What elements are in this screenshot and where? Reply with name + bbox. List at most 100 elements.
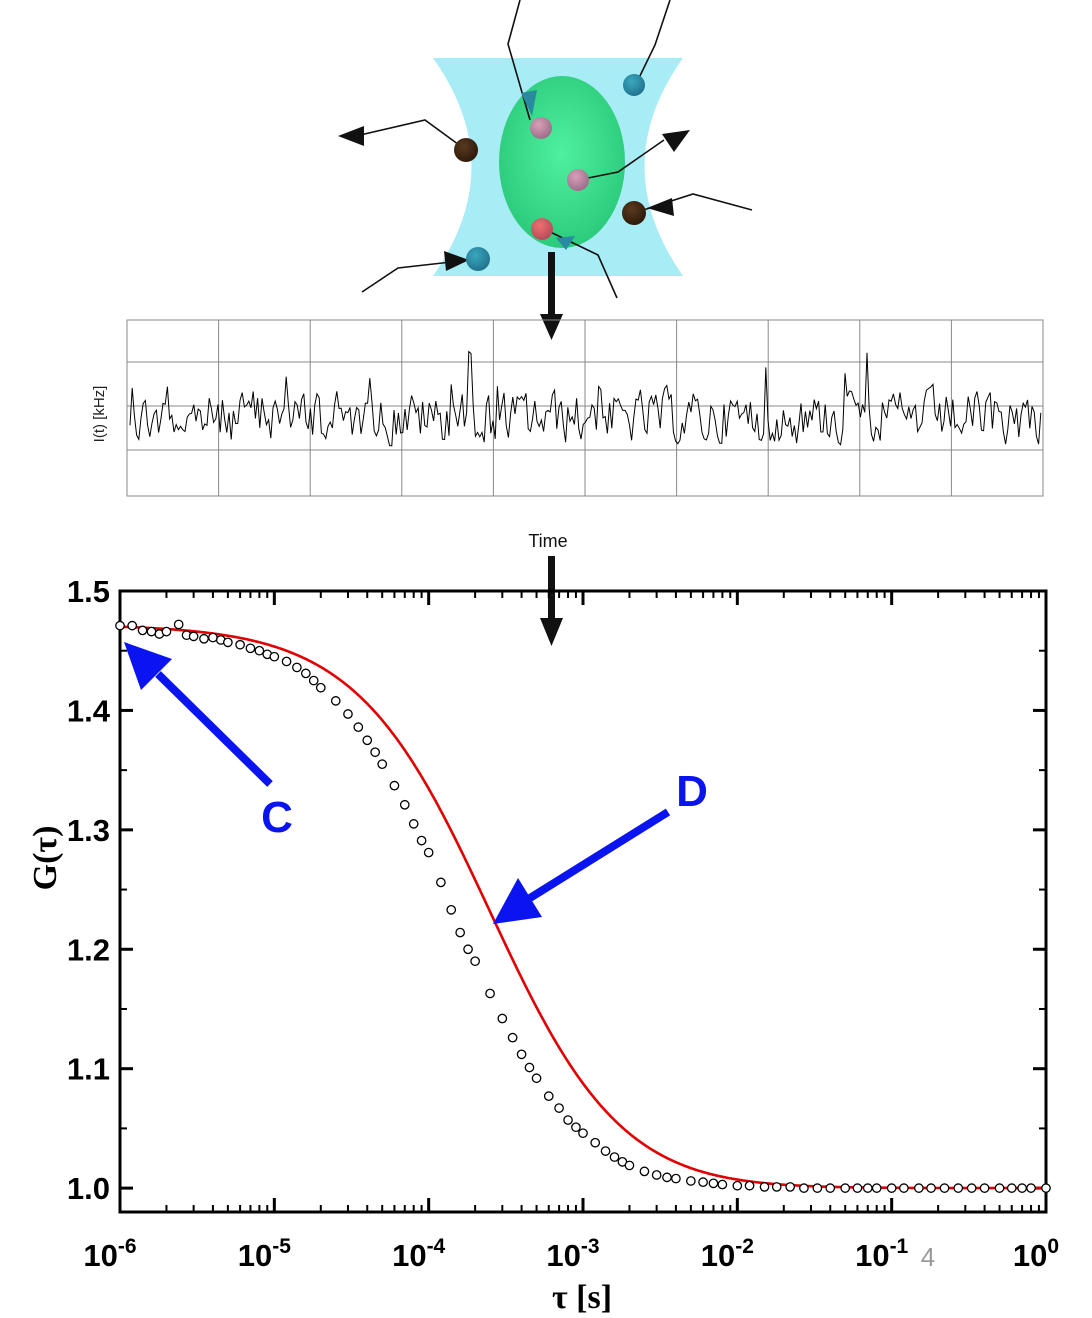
data-point [785,1182,796,1192]
data-point [609,1152,620,1162]
data-point [223,637,233,648]
data-point [423,847,434,858]
data-point [913,1183,924,1193]
data-point [362,735,373,746]
data-point [300,668,311,679]
correlation-chart: 1.01.11.21.31.41.5 10-6 10-5 10-4 10-3 10-2 1… [27,574,1059,1316]
particles [454,74,646,271]
data-point [651,1170,662,1180]
data-point [235,639,245,650]
y-tick-label: 1.3 [67,813,110,848]
data-point [886,1183,897,1193]
annotation-d-label: D [676,767,708,816]
data-point [254,645,265,656]
data-point [389,780,400,791]
data-point [840,1183,851,1193]
data-point [771,1182,782,1192]
data-point [759,1182,770,1192]
intensity-trace [129,350,1042,447]
data-point [939,1183,950,1193]
data-points [115,619,1051,1193]
data-point [208,632,218,643]
particle [622,201,646,225]
page-number: 4 [921,1242,935,1272]
data-point [137,625,148,636]
data-point [446,905,457,915]
trace-grid [126,319,1044,497]
particle [454,138,478,162]
data-point [994,1183,1005,1193]
arrowhead-left-icon [647,198,674,216]
data-point [516,1049,527,1060]
data-point [1017,1183,1027,1193]
data-point [744,1180,755,1191]
data-point [563,1115,573,1125]
data-point [199,633,209,644]
x-tick-labels: 10-6 10-5 10-4 10-3 10-2 10-1 100 [83,1235,1059,1273]
particle [466,247,490,271]
annotation-c: C [124,642,293,842]
x-tick-label: 10-3 [546,1235,599,1273]
data-point [115,620,125,631]
data-point [497,1013,508,1024]
annotation-arrow-icon [493,878,542,924]
data-point [600,1146,611,1156]
y-tick-label: 1.0 [67,1171,110,1206]
data-point [571,1122,581,1133]
data-point [799,1183,809,1193]
data-point [308,675,319,686]
particle [567,169,589,191]
arrowhead-left-icon [338,126,364,146]
annotation-d: D [493,767,708,924]
data-point [353,722,364,732]
major-ticks [118,589,1048,1212]
data-point [531,1073,542,1084]
particle [623,74,645,96]
data-point [146,626,157,637]
y-axis-label: G(τ) [27,826,64,891]
data-point [578,1128,588,1139]
x-tick-label: 10-6 [83,1235,136,1273]
trace-ylabel: I(t) [kHz] [91,386,108,443]
x-tick-label: 10-1 [855,1235,908,1273]
data-point [662,1172,672,1183]
data-point [825,1183,836,1193]
plot-frame [118,589,1048,1214]
data-point [717,1179,728,1190]
data-point [507,1032,518,1043]
y-tick-label: 1.5 [67,574,110,609]
data-point [862,1183,873,1193]
particle [530,117,552,139]
illustration [338,0,753,299]
x-tick-label: 10-5 [238,1235,291,1273]
data-point [953,1183,964,1193]
data-point [399,799,410,810]
data-point [245,643,256,654]
data-point [698,1177,708,1187]
data-point [463,944,473,955]
data-point [436,877,446,888]
data-point [330,696,341,706]
x-axis-label: τ [s] [552,1279,612,1316]
annotation-arrow-icon [124,642,172,690]
data-point [292,662,302,673]
data-point [926,1183,936,1193]
data-point [812,1183,823,1193]
data-point [1026,1183,1036,1193]
data-point [161,626,172,637]
flow-arrow-2 [540,556,563,646]
data-point [127,620,138,631]
data-point [543,1091,554,1102]
focal-volume [499,76,625,248]
data-point [455,927,466,938]
data-point [590,1137,601,1148]
annotation-c-label: C [261,793,293,842]
arrowhead-right-icon [444,251,469,271]
downward-arrow-icon [548,252,555,316]
data-point [470,956,480,967]
data-point [370,747,380,758]
y-tick-label: 1.1 [67,1052,110,1087]
data-point [554,1103,564,1113]
y-tick-label: 1.2 [67,932,110,967]
